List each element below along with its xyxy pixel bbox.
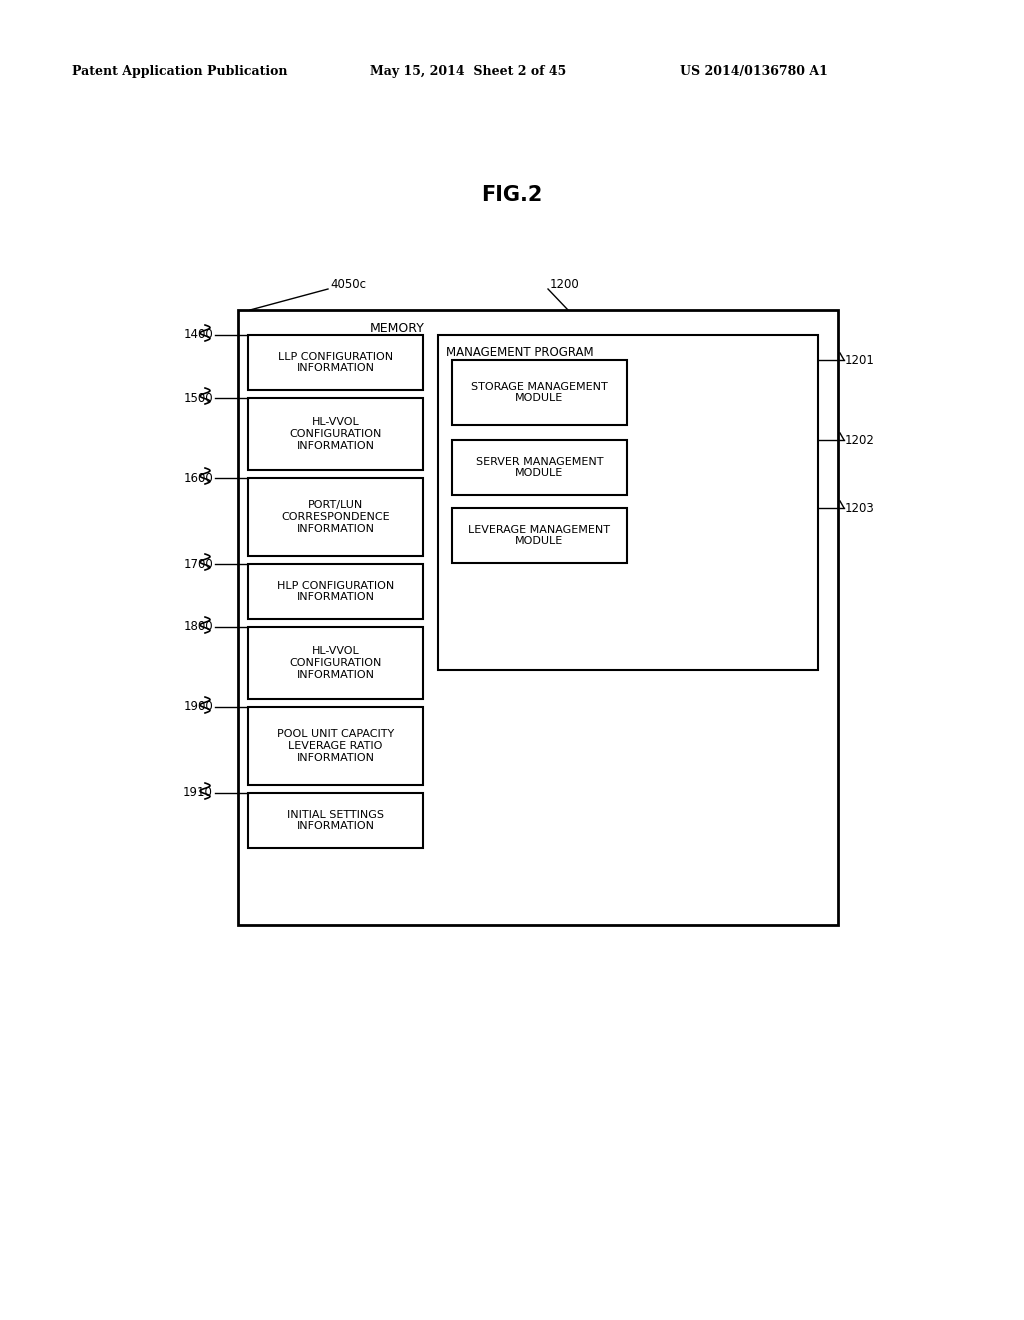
Text: HL-VVOL
CONFIGURATION
INFORMATION: HL-VVOL CONFIGURATION INFORMATION (290, 417, 382, 450)
Bar (438, 335, 818, 671)
Text: May 15, 2014  Sheet 2 of 45: May 15, 2014 Sheet 2 of 45 (370, 66, 566, 78)
Text: FIG.2: FIG.2 (481, 185, 543, 205)
Text: 1200: 1200 (550, 279, 580, 292)
Bar (452, 508, 627, 564)
Bar (238, 310, 838, 925)
Bar (248, 708, 423, 785)
Text: 1800: 1800 (183, 620, 213, 634)
Text: 1600: 1600 (183, 471, 213, 484)
Text: 1202: 1202 (845, 433, 874, 446)
Text: MEMORY: MEMORY (370, 322, 425, 334)
Text: 1900: 1900 (183, 701, 213, 714)
Bar (248, 335, 423, 389)
Bar (452, 440, 627, 495)
Bar (248, 627, 423, 700)
Text: 1910: 1910 (183, 787, 213, 800)
Text: LLP CONFIGURATION
INFORMATION: LLP CONFIGURATION INFORMATION (278, 351, 393, 374)
Text: 1700: 1700 (183, 557, 213, 570)
Bar (248, 478, 423, 556)
Bar (248, 793, 423, 847)
Text: US 2014/0136780 A1: US 2014/0136780 A1 (680, 66, 827, 78)
Bar (248, 399, 423, 470)
Text: 1201: 1201 (845, 354, 874, 367)
Text: 1500: 1500 (183, 392, 213, 404)
Text: INITIAL SETTINGS
INFORMATION: INITIAL SETTINGS INFORMATION (287, 809, 384, 832)
Text: 4050c: 4050c (330, 279, 366, 292)
Text: MANAGEMENT PROGRAM: MANAGEMENT PROGRAM (446, 346, 594, 359)
Text: Patent Application Publication: Patent Application Publication (72, 66, 288, 78)
Text: LEVERAGE MANAGEMENT
MODULE: LEVERAGE MANAGEMENT MODULE (469, 525, 610, 546)
Text: HL-VVOL
CONFIGURATION
INFORMATION: HL-VVOL CONFIGURATION INFORMATION (290, 647, 382, 680)
Text: 1203: 1203 (845, 502, 874, 515)
Text: 1400: 1400 (183, 329, 213, 342)
Text: HLP CONFIGURATION
INFORMATION: HLP CONFIGURATION INFORMATION (276, 581, 394, 602)
Text: STORAGE MANAGEMENT
MODULE: STORAGE MANAGEMENT MODULE (471, 381, 608, 404)
Text: POOL UNIT CAPACITY
LEVERAGE RATIO
INFORMATION: POOL UNIT CAPACITY LEVERAGE RATIO INFORM… (276, 730, 394, 763)
Text: SERVER MANAGEMENT
MODULE: SERVER MANAGEMENT MODULE (476, 457, 603, 478)
Text: PORT/LUN
CORRESPONDENCE
INFORMATION: PORT/LUN CORRESPONDENCE INFORMATION (282, 500, 390, 533)
Bar (248, 564, 423, 619)
Bar (452, 360, 627, 425)
